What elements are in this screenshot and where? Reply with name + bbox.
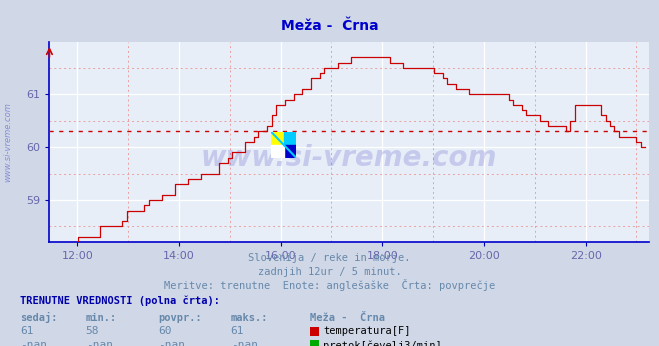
Bar <box>284 132 297 145</box>
Text: 61: 61 <box>231 327 244 336</box>
Text: zadnjih 12ur / 5 minut.: zadnjih 12ur / 5 minut. <box>258 267 401 276</box>
Text: www.si-vreme.com: www.si-vreme.com <box>3 102 13 182</box>
Text: temperatura[F]: temperatura[F] <box>323 327 411 336</box>
Text: Meža -  Črna: Meža - Črna <box>281 19 378 33</box>
Text: povpr.:: povpr.: <box>158 313 202 322</box>
Text: 61: 61 <box>20 327 33 336</box>
Text: maks.:: maks.: <box>231 313 268 322</box>
Bar <box>272 132 284 145</box>
Text: sedaj:: sedaj: <box>20 312 57 323</box>
Text: Slovenija / reke in morje.: Slovenija / reke in morje. <box>248 253 411 263</box>
Text: -nan: -nan <box>231 340 258 346</box>
Text: -nan: -nan <box>86 340 113 346</box>
Text: -nan: -nan <box>20 340 47 346</box>
Text: Meža -  Črna: Meža - Črna <box>310 313 385 322</box>
Bar <box>272 145 284 158</box>
Bar <box>284 145 297 158</box>
Text: Meritve: trenutne  Enote: anglešaške  Črta: povprečje: Meritve: trenutne Enote: anglešaške Črta… <box>164 280 495 291</box>
Text: 60: 60 <box>158 327 171 336</box>
Text: 58: 58 <box>86 327 99 336</box>
Text: TRENUTNE VREDNOSTI (polna črta):: TRENUTNE VREDNOSTI (polna črta): <box>20 296 219 306</box>
Text: www.si-vreme.com: www.si-vreme.com <box>201 144 498 172</box>
Text: pretok[čevelj3/min]: pretok[čevelj3/min] <box>323 340 442 346</box>
Text: min.:: min.: <box>86 313 117 322</box>
Text: -nan: -nan <box>158 340 185 346</box>
